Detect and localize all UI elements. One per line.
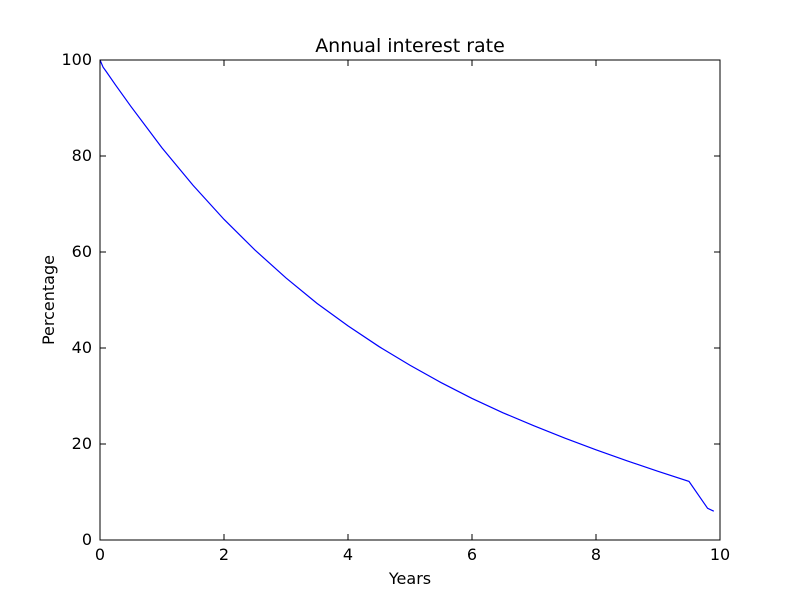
- chart-title: Annual interest rate: [315, 35, 505, 57]
- y-tick-label: 0: [82, 530, 92, 549]
- y-tick-label: 20: [72, 434, 92, 453]
- x-tick-label: 4: [343, 545, 353, 564]
- y-tick-label: 80: [72, 146, 92, 165]
- y-tick-label: 40: [72, 338, 92, 357]
- series-layer: [99, 59, 715, 512]
- x-tick-label: 2: [219, 545, 229, 564]
- y-tick-label: 60: [72, 242, 92, 261]
- x-tick-label: 6: [467, 545, 477, 564]
- x-tick-label: 8: [591, 545, 601, 564]
- plot-frame: [99, 59, 721, 541]
- x-axis-label: Years: [388, 569, 431, 588]
- x-tick-label: 10: [710, 545, 730, 564]
- x-tick-label: 0: [95, 545, 105, 564]
- series-line-0: [99, 59, 715, 512]
- y-tick-label: 100: [61, 50, 92, 69]
- y-axis-label: Percentage: [39, 255, 58, 345]
